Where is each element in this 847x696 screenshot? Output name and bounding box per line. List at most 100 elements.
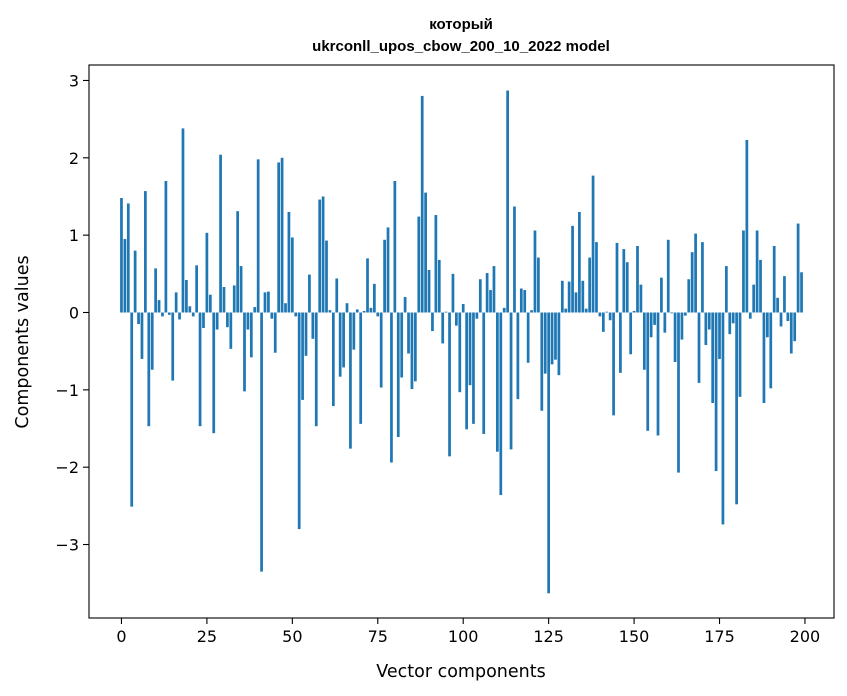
bar-108 [489,290,492,313]
bar-162 [673,312,677,362]
bar-179 [731,312,735,324]
chart-subtitle: ukrconll_upos_cbow_200_10_2022 model [312,38,610,55]
bar-15 [171,312,175,381]
x-tick-label: 0 [116,627,126,646]
bar-56 [311,312,315,339]
bar-178 [728,312,732,335]
bar-23 [198,312,202,427]
bar-135 [581,280,585,313]
bar-99 [458,312,462,393]
bar-8 [147,312,151,427]
bar-110 [496,312,499,452]
bar-83 [403,297,407,313]
bar-88 [420,95,424,313]
bar-95 [444,311,448,313]
bar-183 [745,140,749,313]
bar-1 [123,239,127,313]
bar-5 [137,312,140,325]
bar-42 [263,292,267,313]
bar-130 [564,308,568,313]
bar-54 [304,312,308,356]
bar-184 [748,312,752,319]
bar-176 [721,312,725,525]
bar-137 [588,257,592,313]
bar-151 [636,245,639,313]
bar-52 [297,312,301,530]
bar-112 [502,307,506,313]
bar-119 [526,312,530,363]
bar-40 [256,159,260,313]
bar-157 [656,312,660,436]
bar-60 [325,240,328,313]
bar-37 [246,312,250,330]
bar-146 [619,312,622,373]
y-tick-label: 2 [69,149,79,168]
bar-73 [369,307,373,313]
bar-101 [465,312,468,430]
bar-7 [144,191,147,313]
x-tick-label: 200 [790,627,821,646]
bar-38 [249,312,253,358]
bar-18 [181,128,185,313]
bar-43 [267,291,270,313]
bar-121 [533,230,537,313]
y-tick-label: −3 [55,536,79,555]
bar-182 [742,230,745,313]
bar-47 [280,157,284,313]
bar-75 [376,312,380,317]
bar-160 [666,239,670,313]
bar-46 [277,162,281,313]
bar-113 [506,90,509,313]
bar-193 [779,312,783,327]
bar-66 [345,303,349,313]
bar-79 [390,312,393,463]
bar-45 [273,312,277,353]
bar-197 [793,312,797,342]
bar-126 [550,312,554,365]
bar-63 [335,278,339,313]
bar-64 [338,312,342,377]
bar-53 [301,312,304,400]
bar-58 [318,199,322,313]
bar-165 [683,312,687,316]
bar-127 [554,312,557,360]
x-tick-label: 125 [533,627,564,646]
bar-191 [772,245,776,313]
bar-181 [738,312,742,397]
bar-36 [243,312,246,392]
bar-9 [150,312,154,370]
bar-80 [393,181,397,313]
bar-192 [776,297,779,313]
bar-97 [451,273,455,313]
bar-17 [178,312,181,320]
bar-94 [441,312,445,344]
plot-frame [88,64,835,619]
bar-120 [530,310,533,313]
bar-105 [478,279,482,313]
bar-96 [448,312,451,457]
bar-20 [188,306,192,313]
bar-84 [407,312,410,354]
bar-129 [560,280,564,313]
bar-72 [366,258,369,313]
bar-159 [663,312,667,333]
y-tick-label: −1 [55,381,79,400]
y-axis-ticks: −3 −2 −1 0 1 2 3 [55,71,89,555]
bar-90 [427,269,431,313]
bar-62 [331,312,335,407]
bar-102 [468,312,472,386]
bar-34 [236,211,240,313]
bar-134 [578,211,581,313]
bar-30 [222,286,226,313]
bar-190 [769,312,773,389]
bar-123 [540,312,544,411]
bar-26 [208,294,212,313]
bar-171 [704,312,708,345]
bar-2 [126,203,130,313]
bar-68 [352,312,356,350]
bar-35 [239,266,243,313]
bar-114 [509,312,513,450]
bar-41 [260,312,263,572]
chart-title: который [429,16,493,33]
bar-16 [174,292,178,313]
